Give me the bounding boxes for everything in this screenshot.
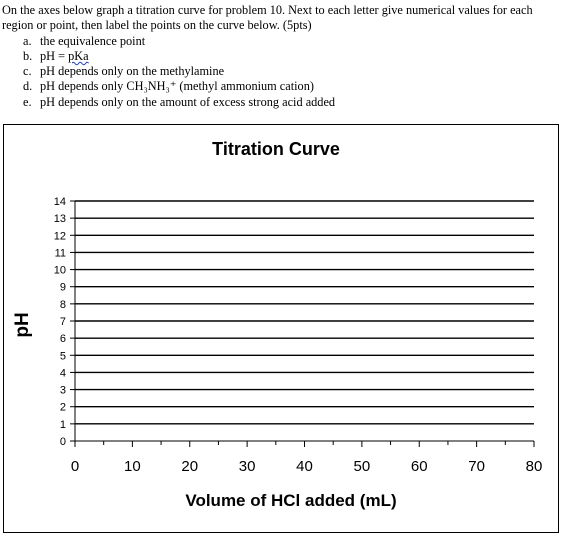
x-tick-label: 0	[71, 458, 79, 475]
instructions: On the axes below graph a titration curv…	[2, 3, 562, 110]
item-text: the equivalence point	[40, 33, 146, 48]
x-axis-label: Volume of HCl added (mL)	[185, 491, 396, 510]
gridlines	[75, 200, 534, 425]
x-tick-label: 40	[296, 458, 313, 475]
y-tick-label: 12	[54, 230, 66, 242]
instruction-item-b: b. pH = pKa	[2, 49, 562, 64]
y-tick-label: 7	[60, 316, 66, 328]
instruction-item-c: c. pH depends only on the methylamine	[2, 64, 562, 79]
x-tick-label: 30	[239, 458, 256, 475]
y-tick-label: 4	[60, 367, 66, 379]
item-letter: a.	[23, 33, 32, 48]
x-tick-label: 60	[411, 458, 428, 475]
chart-frame: Titration Curve 0 1 2 3 4 5 6 7 8 9 10 11 12 13 14 0 10…	[3, 124, 559, 533]
y-tick-label: 2	[60, 402, 66, 414]
item-text: pH =	[40, 48, 69, 63]
x-tick-label: 80	[526, 458, 543, 475]
chart-title: Titration Curve	[212, 139, 340, 159]
y-tick-label: 10	[54, 265, 66, 277]
x-tick-label: 10	[124, 458, 141, 475]
item-letter: b.	[23, 48, 33, 63]
y-tick-label: 9	[60, 282, 66, 294]
instructions-list: a. the equivalence point b. pH = pKa c. pH …	[2, 34, 562, 110]
y-tick-label: 3	[60, 385, 66, 397]
instruction-item-e: e. pH depends only on the amount of exces…	[2, 95, 562, 110]
item-text: pH depends only CH₃NH₃⁺ (methyl ammonium…	[40, 79, 314, 94]
y-tick-label: 1	[60, 419, 66, 431]
y-tick-label: 5	[60, 350, 66, 362]
item-text-flagged: pKa	[68, 48, 89, 63]
instructions-intro: On the axes below graph a titration curv…	[2, 3, 533, 33]
axes	[70, 200, 535, 447]
item-letter: e.	[23, 94, 32, 109]
item-letter: d.	[23, 79, 33, 94]
instruction-item-d: d. pH depends only CH₃NH₃⁺ (methyl ammoni…	[2, 79, 562, 94]
y-tick-label: 6	[60, 333, 66, 345]
item-text: pH depends only on the methylamine	[40, 64, 225, 79]
instruction-item-a: a. the equivalence point	[2, 34, 562, 49]
x-tick-labels: 0 10 20 30 40 50 60 70 80	[71, 458, 543, 475]
y-tick-label: 8	[60, 299, 66, 311]
item-letter: c.	[23, 64, 32, 79]
y-axis-label: pH	[12, 312, 33, 337]
y-tick-label: 13	[54, 213, 66, 225]
x-tick-label: 20	[181, 458, 198, 475]
item-text: pH depends only on the amount of excess …	[40, 94, 336, 109]
x-tick-label: 70	[468, 458, 485, 475]
y-tick-label: 14	[54, 196, 66, 208]
y-tick-label: 11	[55, 247, 66, 259]
x-tick-label: 50	[354, 458, 371, 475]
y-tick-label: 0	[60, 436, 66, 448]
